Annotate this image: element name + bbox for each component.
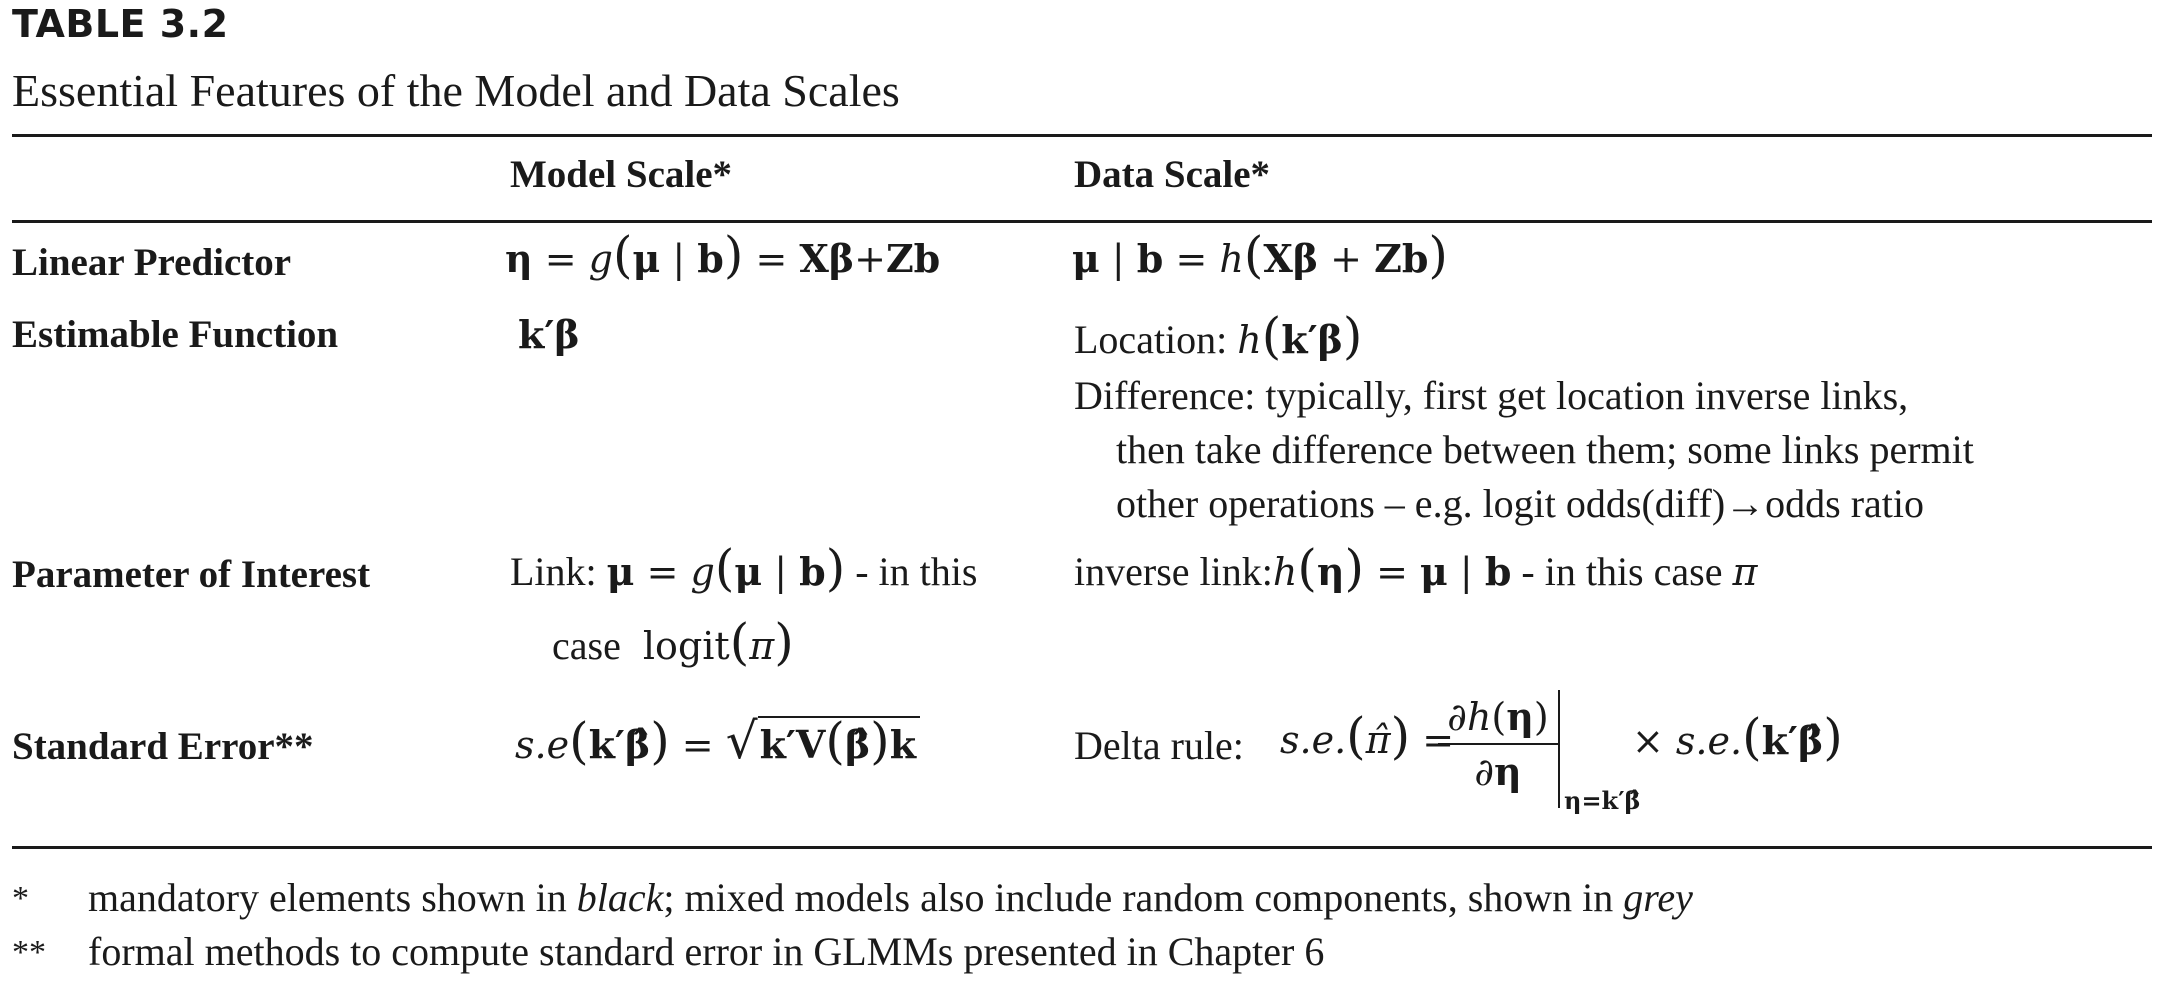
- estimable-function-location: Location: h(k′β): [1074, 307, 1363, 365]
- difference-line-3: other operations – e.g. logit odds(diff)…: [1116, 481, 1925, 526]
- inverse-link-prefix: inverse link:: [1074, 549, 1273, 594]
- evaluation-bar: [1558, 690, 1560, 808]
- link-prefix: Link:: [510, 549, 597, 594]
- difference-line-2: then take difference between them; some …: [1116, 427, 1974, 472]
- link-suffix: - in this: [855, 549, 978, 594]
- footnote-2-text: formal methods to compute standard error…: [88, 929, 1325, 974]
- table-caption: Essential Features of the Model and Data…: [12, 65, 900, 116]
- delta-rule-fraction: ∂h(η) ∂η: [1438, 694, 1558, 794]
- column-header-model-scale: Model Scale*: [510, 153, 733, 196]
- top-rule: [12, 134, 2152, 137]
- delta-rule-se-pi: s.e.(π̂) =: [1280, 707, 1455, 765]
- parameter-model-line-1: Link: μ = g(μ | b) - in this: [510, 539, 978, 597]
- row-label-linear-predictor: Linear Predictor: [12, 241, 292, 284]
- footnote-1-mark: *: [12, 880, 29, 917]
- row-label-estimable-function: Estimable Function: [12, 313, 339, 356]
- column-header-data-scale: Data Scale*: [1074, 153, 1271, 196]
- case-prefix: case: [552, 623, 621, 668]
- location-prefix: Location:: [1074, 317, 1228, 362]
- parameter-model-line-2: case logit(π): [552, 613, 794, 671]
- delta-rule-se-kbeta: × s.e.(k′β̂): [1632, 708, 1843, 766]
- bottom-rule: [12, 846, 2152, 849]
- standard-error-model-formula: s.e(k′β̂) = √k′V(β̂)k: [515, 712, 921, 770]
- header-rule: [12, 220, 2152, 223]
- inverse-link-suffix: - in this case: [1521, 549, 1723, 594]
- difference-line-1: Difference: typically, first get locatio…: [1074, 373, 1909, 418]
- footnote-1-text: mandatory elements shown in black; mixed…: [88, 875, 1693, 920]
- evaluation-subscript: η=k′β̂: [1564, 786, 1641, 815]
- delta-rule-prefix: Delta rule:: [1074, 723, 1244, 768]
- footnote-2-mark: **: [12, 934, 46, 971]
- row-label-parameter-of-interest: Parameter of Interest: [12, 553, 371, 596]
- linear-predictor-data-formula: μ | b = h(Xβ + Zb): [1072, 226, 1448, 284]
- linear-predictor-model-formula: η = g(μ | b) = Xβ+Zb: [505, 226, 941, 284]
- table-label: TABLE 3.2: [12, 2, 229, 46]
- parameter-data-line: inverse link:h(η) = μ | b - in this case…: [1074, 539, 1758, 597]
- pi-symbol: π: [1732, 550, 1758, 594]
- row-label-standard-error: Standard Error**: [12, 725, 314, 768]
- estimable-function-model-formula: k′β: [518, 312, 580, 357]
